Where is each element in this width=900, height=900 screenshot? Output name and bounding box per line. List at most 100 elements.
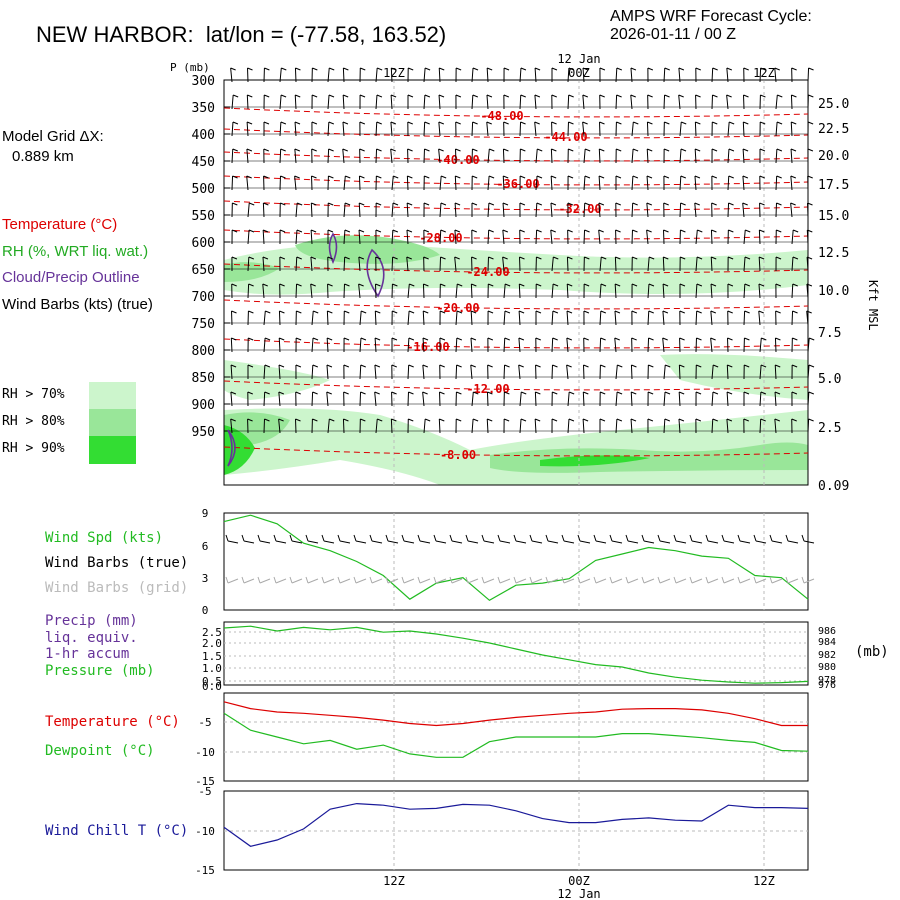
wind-barb <box>791 256 799 272</box>
wind-barb <box>438 121 445 137</box>
wind-barb <box>487 337 494 353</box>
wind-barb <box>247 391 253 407</box>
wind-barb <box>679 310 685 326</box>
wind-speed-tick: 0 <box>202 604 209 617</box>
height-tick-label: 15.0 <box>818 209 849 224</box>
wind-barb <box>534 418 541 434</box>
wind-barb <box>342 67 349 83</box>
wind-barb <box>246 94 253 110</box>
wind-barb <box>406 229 413 245</box>
wind-barb <box>710 283 717 299</box>
surface-wind-barb <box>305 534 319 544</box>
wind-barb <box>567 67 575 83</box>
wind-barb <box>359 418 366 434</box>
wind-barb <box>615 202 621 218</box>
wind-barb <box>774 391 781 407</box>
wind-barb <box>246 148 253 164</box>
wind-barb <box>599 418 606 433</box>
wind-barb <box>279 229 286 245</box>
temp-tick: -15 <box>195 775 215 788</box>
height-tick-label: 7.5 <box>818 326 841 341</box>
wind-barb <box>759 121 766 137</box>
wind-barb <box>470 310 477 326</box>
wind-barb <box>694 175 701 191</box>
wind-barb <box>455 148 461 164</box>
wind-barb <box>710 229 717 245</box>
wind-barb <box>615 148 622 164</box>
wind-barb <box>599 67 606 83</box>
wind-barb <box>535 364 541 380</box>
wind-barb <box>535 310 542 325</box>
grid-wind-barb <box>577 576 591 584</box>
wind-barb <box>694 202 700 218</box>
wind-barb <box>790 121 797 137</box>
wind-barb <box>791 337 798 353</box>
wind-barb <box>262 202 269 218</box>
wind-barb <box>343 364 350 380</box>
wind-barb <box>375 202 382 218</box>
wind-barb <box>375 121 382 137</box>
wind-barb <box>423 229 430 245</box>
pressure-tick-label: 900 <box>192 398 215 413</box>
wind-barb <box>630 67 637 83</box>
grid-wind-barb <box>721 576 735 584</box>
wind-barb <box>695 391 702 407</box>
precip-tick: 0.0 <box>202 680 222 693</box>
wind-barb <box>455 67 462 83</box>
wind-barb <box>247 256 255 272</box>
precip-tick: 2.0 <box>202 637 222 650</box>
wind-barb <box>230 418 236 434</box>
surface-wind-barb <box>385 534 399 544</box>
wind-barb <box>663 94 670 110</box>
wind-barb <box>695 229 703 245</box>
wind-barb <box>518 364 524 380</box>
grid-wind-barb <box>529 576 543 584</box>
wind-barb <box>759 67 766 83</box>
wind-barb <box>390 121 397 137</box>
wind-barb <box>662 283 669 299</box>
wind-barb <box>679 337 685 353</box>
wind-barb <box>774 67 780 83</box>
wind-barb <box>775 310 781 326</box>
wind-barb <box>598 148 605 164</box>
surface-wind-barb <box>625 534 639 544</box>
wind-barb <box>503 337 510 353</box>
grid-wind-barb <box>321 576 335 584</box>
grid-wind-barb <box>449 576 463 584</box>
wind-barb <box>247 283 254 299</box>
temperature-contour-label: -12.00 <box>466 382 509 396</box>
wind-barb <box>695 283 703 299</box>
wind-barb <box>791 391 798 407</box>
wind-barb <box>710 310 717 326</box>
wind-barb <box>615 364 623 380</box>
temperature-contour <box>223 263 809 274</box>
wind-barb <box>486 67 493 83</box>
wind-barb <box>598 229 604 245</box>
wind-barb <box>471 229 477 245</box>
wind-barb <box>662 310 669 326</box>
wind-barb <box>503 364 510 380</box>
grid-wind-barb <box>401 576 415 584</box>
surface-wind-barb <box>465 534 479 544</box>
wind-barb <box>311 175 317 191</box>
wind-barb <box>278 391 285 407</box>
precip-tick: 0.5 <box>202 675 222 688</box>
wind-barb <box>775 148 783 164</box>
wind-barb <box>599 283 607 299</box>
wind-barb <box>775 283 782 299</box>
wind-barb <box>375 229 382 245</box>
wind-barb <box>583 175 591 191</box>
wind-barb <box>231 283 237 299</box>
wind-barb <box>663 418 671 434</box>
wind-barb <box>487 283 494 299</box>
wind-barb <box>247 202 255 218</box>
wind-barb <box>791 67 797 83</box>
wind-barb <box>663 229 669 245</box>
wind-barb <box>710 256 717 272</box>
wind-barb <box>631 121 639 137</box>
wind-barb <box>406 256 412 272</box>
wind-barb <box>454 229 461 245</box>
wind-barb <box>806 310 812 326</box>
wind-barb <box>375 283 381 299</box>
wind-barb <box>631 256 638 272</box>
